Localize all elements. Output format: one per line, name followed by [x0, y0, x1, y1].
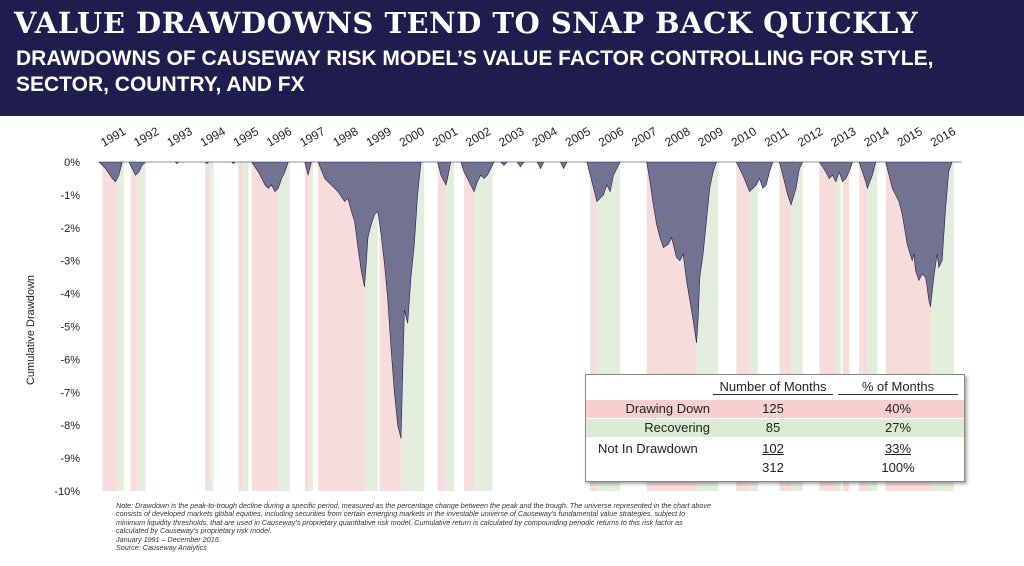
row-percent: 27%	[884, 420, 912, 435]
header-percent-of-months: % of Months	[838, 379, 958, 395]
y-tick-label: -1%	[60, 190, 80, 202]
row-label: Drawing Down	[625, 401, 710, 416]
row-percent: 33%	[884, 441, 912, 456]
y-tick-label: -10%	[54, 486, 80, 498]
row-months: 312	[762, 460, 784, 475]
recovering-band	[474, 162, 493, 491]
y-tick-label: -9%	[60, 453, 80, 465]
recovering-band	[243, 162, 249, 491]
x-tick-label: 1999	[364, 124, 394, 150]
y-axis-label: Cumulative Drawdown	[25, 274, 37, 386]
table-row-recovering: Recovering 85 27%	[586, 419, 964, 437]
drawing-down-band	[130, 162, 138, 491]
recovering-band	[309, 162, 314, 491]
row-months: 102	[762, 441, 784, 456]
row-label: Recovering	[644, 420, 710, 435]
recovering-band	[445, 162, 455, 491]
row-percent: 100%	[881, 460, 915, 475]
drawing-down-band	[464, 162, 475, 491]
row-months: 85	[765, 420, 781, 435]
row-months: 125	[762, 401, 784, 416]
drawing-down-band	[102, 162, 118, 491]
x-tick-label: 1996	[264, 124, 294, 150]
drawing-down-band	[304, 162, 310, 491]
x-tick-label: 1994	[198, 124, 228, 150]
y-tick-label: -8%	[60, 420, 80, 432]
drawing-down-band	[238, 162, 244, 491]
y-tick-label: -3%	[60, 256, 80, 268]
recovering-band	[867, 162, 878, 491]
x-tick-label: 2007	[629, 124, 659, 150]
table-row-drawing-down: Drawing Down 125 40%	[586, 400, 964, 418]
x-tick-label: 1993	[164, 124, 194, 150]
x-tick-label: 2008	[662, 124, 692, 150]
footnote-period: January 1991 – December 2016.	[116, 534, 221, 544]
table-row-total: 312 100%	[586, 459, 964, 477]
drawing-down-band	[205, 162, 211, 491]
recovering-band	[364, 162, 378, 491]
slide-subtitle: DRAWDOWNS OF CAUSEWAY RISK MODEL’S VALUE…	[16, 47, 934, 96]
x-tick-label: 1995	[231, 124, 261, 150]
header-number-of-months: Number of Months	[713, 379, 833, 395]
drawing-down-band	[859, 162, 868, 491]
summary-table: Number of Months % of Months Drawing Dow…	[585, 374, 965, 482]
row-percent: 40%	[884, 401, 912, 416]
x-tick-label: 2014	[862, 124, 892, 150]
drawing-down-band	[590, 162, 597, 491]
recovering-band	[137, 162, 146, 491]
y-tick-label: -5%	[60, 322, 80, 334]
x-tick-label: 2003	[496, 124, 526, 150]
x-tick-label: 2006	[596, 124, 626, 150]
slide-title: VALUE DRAWDOWNS TEND TO SNAP BACK QUICKL…	[14, 6, 919, 40]
recovering-band	[791, 162, 803, 491]
footnote-source: Source: Causeway Analytics	[116, 543, 207, 553]
drawing-down-band	[437, 162, 446, 491]
drawing-down-band	[779, 162, 792, 491]
title-banner: VALUE DRAWDOWNS TEND TO SNAP BACK QUICKL…	[0, 0, 1024, 116]
y-tick-label: -6%	[60, 354, 80, 366]
recovering-band	[117, 162, 124, 491]
y-tick-label: -7%	[60, 387, 80, 399]
x-tick-label: 2004	[530, 124, 560, 150]
y-tick-label: -4%	[60, 289, 80, 301]
x-tick-label: 2002	[463, 124, 493, 150]
x-tick-label: 2000	[397, 124, 427, 150]
y-axis: 0% -1% -2% -3% -4% -5% -6% -7% -8% -9% -10%	[54, 157, 80, 498]
table-header-row: Number of Months % of Months	[586, 378, 964, 396]
footnote: Note: Drawdown is the peak-to-trough dec…	[116, 501, 716, 553]
x-tick-label: 2011	[762, 124, 792, 149]
drawdown-series	[98, 161, 962, 439]
x-tick-label: 2015	[895, 124, 925, 150]
x-tick-label: 1991	[98, 124, 128, 150]
table-row-not-in-drawdown: Not In Drawdown 102 33%	[586, 440, 964, 458]
y-tick-label: 0%	[64, 157, 80, 169]
x-tick-label: 2012	[795, 124, 825, 150]
recovering-band	[749, 162, 758, 491]
x-tick-label: 2010	[729, 124, 759, 150]
x-tick-label: 2016	[928, 124, 958, 150]
x-tick-label: 2009	[696, 124, 726, 150]
drawing-down-band	[251, 162, 279, 491]
x-tick-label: 1992	[131, 124, 161, 150]
x-tick-label: 2013	[828, 124, 858, 150]
row-label: Not In Drawdown	[598, 441, 698, 456]
x-tick-label: 2005	[563, 124, 593, 150]
x-tick-label: 1998	[330, 124, 360, 150]
x-tick-label: 2001	[430, 124, 460, 150]
recovering-band	[210, 162, 214, 491]
x-tick-label: 1997	[297, 124, 327, 150]
x-axis: 1991 1992 1993 1994 1995 1996 1997 1998 1999 2000…	[98, 124, 958, 150]
drawdown-area	[98, 161, 962, 439]
drawing-down-band	[842, 162, 850, 491]
y-tick-label: -2%	[60, 223, 80, 235]
recovering-band	[278, 162, 290, 491]
footnote-text: Note: Drawdown is the peak-to-trough dec…	[116, 501, 711, 536]
recovering-band	[835, 162, 841, 491]
